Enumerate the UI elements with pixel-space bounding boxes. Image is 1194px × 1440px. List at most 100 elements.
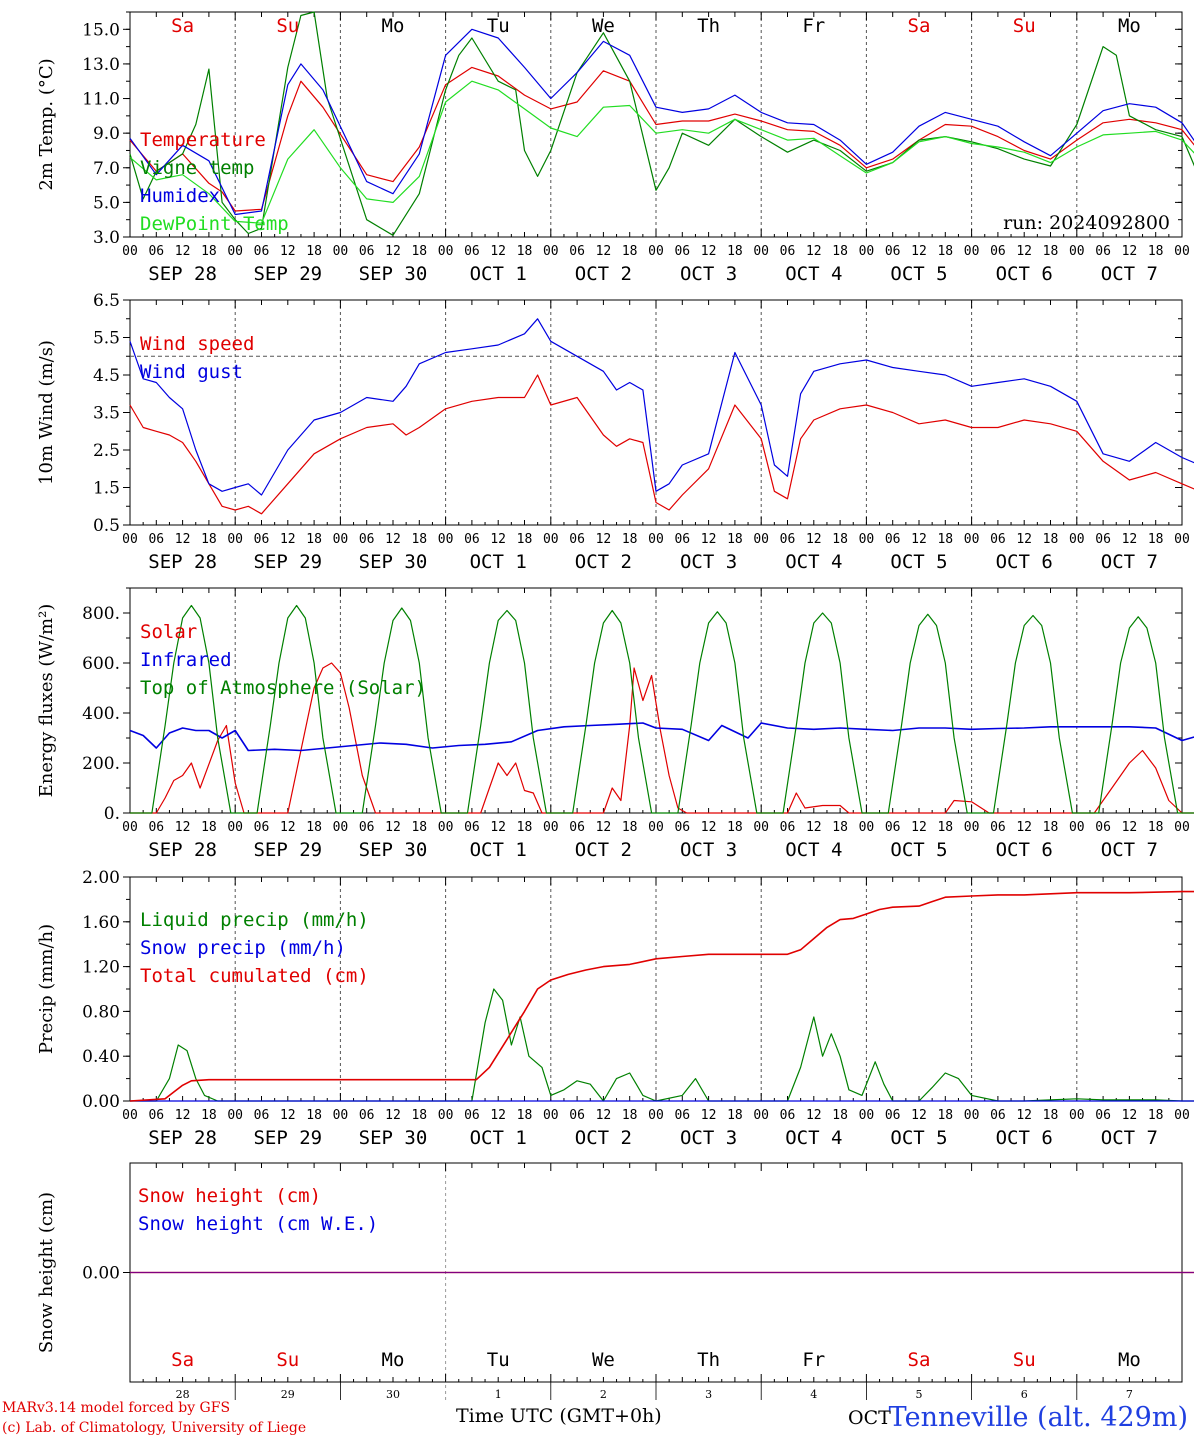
x-tick-label: 00 <box>964 244 980 259</box>
legend-item-snow-1: Snow height (cm W.E.) <box>138 1213 378 1235</box>
legend-item-wind-0: Wind speed <box>140 333 254 355</box>
x-tick-label: 12 <box>280 1108 296 1123</box>
weekday-label-top: We <box>592 15 615 37</box>
x-tick-label: 06 <box>359 1108 375 1123</box>
weekday-label-top: Mo <box>1118 15 1141 37</box>
x-tick-label: 00 <box>438 532 454 547</box>
y-tick-label: 6.5 <box>93 291 120 311</box>
x-tick-label: 00 <box>333 1108 349 1123</box>
day-label: SEP 29 <box>253 551 322 573</box>
x-tick-label: 00 <box>227 532 243 547</box>
x-tick-label: 00 <box>964 532 980 547</box>
x-tick-label: 12 <box>490 820 506 835</box>
x-tick-label: 18 <box>306 1108 322 1123</box>
x-tick-label: 12 <box>701 820 717 835</box>
x-tick-label: 06 <box>569 244 585 259</box>
x-tick-label: 06 <box>148 244 164 259</box>
x-tick-label: 18 <box>1043 244 1059 259</box>
x-tick-label: 12 <box>596 1108 612 1123</box>
y-tick-label: 2.5 <box>93 441 120 461</box>
weekday-label-bottom: Sa <box>171 1349 194 1371</box>
x-tick-label: 12 <box>280 532 296 547</box>
series-line-temperature-0 <box>129 66 1194 212</box>
x-tick-label: 00 <box>438 1108 454 1123</box>
x-tick-label: 18 <box>411 244 427 259</box>
x-tick-label: 06 <box>148 820 164 835</box>
day-label: OCT 3 <box>680 551 737 573</box>
x-tick-label: 06 <box>1095 1108 1111 1123</box>
x-tick-label: 12 <box>175 1108 191 1123</box>
weekday-label-top: Sa <box>171 15 194 37</box>
x-tick-label: 18 <box>937 532 953 547</box>
x-tick-label: 12 <box>280 244 296 259</box>
x-tick-label: 00 <box>122 820 138 835</box>
y-tick-label: 0.00 <box>82 1264 120 1284</box>
x-tick-label: 00 <box>227 1108 243 1123</box>
series-line-energy-1 <box>129 722 1194 752</box>
x-tick-label: 06 <box>359 820 375 835</box>
day-label: OCT 5 <box>890 839 947 861</box>
x-tick-label: 12 <box>385 820 401 835</box>
x-tick-label: 06 <box>254 1108 270 1123</box>
x-tick-label: 06 <box>885 820 901 835</box>
day-number-label: 7 <box>1126 1388 1133 1401</box>
series-line-precip-0 <box>130 988 1194 1102</box>
x-tick-label: 12 <box>490 532 506 547</box>
x-tick-label: 00 <box>543 244 559 259</box>
x-tick-label: 12 <box>1016 532 1032 547</box>
weekday-label-top: Fr <box>802 15 825 37</box>
day-label: SEP 30 <box>359 839 428 861</box>
x-tick-label: 18 <box>727 820 743 835</box>
day-label: OCT 3 <box>680 1127 737 1149</box>
x-tick-label: 18 <box>201 820 217 835</box>
y-tick-label: 1.5 <box>93 479 120 499</box>
day-label: SEP 28 <box>148 839 217 861</box>
day-number-label: 4 <box>810 1388 817 1401</box>
legend-item-temperature-1: Vigne temp <box>140 157 254 179</box>
y-tick-label: 4.5 <box>93 366 120 386</box>
x-tick-label: 00 <box>964 820 980 835</box>
day-label: OCT 4 <box>785 551 842 573</box>
series-line-precip-2 <box>129 890 1194 1102</box>
x-tick-label: 00 <box>122 1108 138 1123</box>
x-tick-label: 18 <box>1148 244 1164 259</box>
day-label: OCT 1 <box>470 263 527 285</box>
x-tick-label: 18 <box>727 244 743 259</box>
weekday-label-top: Mo <box>382 15 405 37</box>
x-tick-label: 12 <box>806 532 822 547</box>
x-tick-label: 06 <box>885 244 901 259</box>
day-label: SEP 29 <box>253 1127 322 1149</box>
y-axis-label-energy: Energy fluxes (W/m²) <box>36 604 57 798</box>
weekday-label-bottom: Mo <box>382 1349 405 1371</box>
x-tick-label: 18 <box>622 1108 638 1123</box>
x-tick-label: 12 <box>1122 244 1138 259</box>
x-tick-label: 12 <box>385 1108 401 1123</box>
day-number-label: 1 <box>495 1388 502 1401</box>
y-tick-label: 400. <box>82 704 120 724</box>
day-label: OCT 6 <box>996 1127 1053 1149</box>
x-tick-label: 00 <box>1069 1108 1085 1123</box>
y-tick-label: 0.40 <box>82 1047 120 1067</box>
y-tick-label: 1.60 <box>82 913 120 933</box>
x-tick-label: 06 <box>254 820 270 835</box>
legend-item-energy-2: Top of Atmosphere (Solar) <box>140 677 426 699</box>
y-tick-label: 800. <box>82 604 120 624</box>
day-label: OCT 2 <box>575 1127 632 1149</box>
y-axis-label-snow: Snow height (cm) <box>36 1192 57 1353</box>
x-tick-label: 00 <box>1174 1108 1190 1123</box>
x-tick-label: 12 <box>806 820 822 835</box>
weekday-label-bottom: Th <box>697 1349 720 1371</box>
x-tick-label: 12 <box>596 532 612 547</box>
x-tick-label: 18 <box>1043 1108 1059 1123</box>
x-tick-label: 12 <box>701 1108 717 1123</box>
y-tick-label: 7.0 <box>93 159 120 179</box>
x-tick-label: 00 <box>543 820 559 835</box>
y-tick-label: 11.0 <box>82 90 120 110</box>
day-label: OCT 1 <box>470 1127 527 1149</box>
x-tick-label: 18 <box>1043 532 1059 547</box>
y-tick-label: 2.00 <box>82 868 120 888</box>
x-tick-label: 06 <box>359 532 375 547</box>
day-label: SEP 28 <box>148 551 217 573</box>
weekday-label-top: Tu <box>487 15 510 37</box>
